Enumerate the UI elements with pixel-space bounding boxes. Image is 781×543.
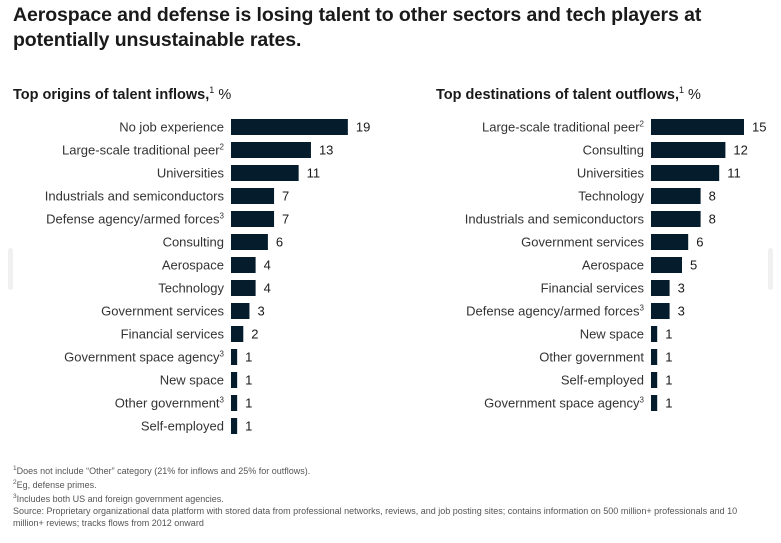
- value-label: 3: [678, 304, 685, 319]
- bar: [651, 257, 682, 273]
- footnote-3: 3Includes both US and foreign government…: [13, 493, 224, 504]
- bar: [651, 372, 658, 388]
- bar: [231, 211, 275, 227]
- category-label: New space: [580, 327, 644, 342]
- scroll-edge-right: [768, 248, 773, 290]
- category-label: Financial services: [541, 281, 645, 296]
- category-label: Government space agency3: [484, 396, 644, 411]
- bar: [231, 234, 268, 250]
- bar: [651, 303, 670, 319]
- value-label: 8: [709, 212, 716, 227]
- category-label: Technology: [578, 189, 644, 204]
- inflows-bar-chart: No job experience 19 Large-scale tradition…: [45, 119, 370, 434]
- category-label: Aerospace: [582, 258, 644, 273]
- category-label: Government space agency3: [64, 350, 224, 365]
- value-label: 4: [264, 258, 271, 273]
- bar: [231, 142, 311, 158]
- outflows-title-footnote: 1: [679, 85, 685, 95]
- value-label: 1: [665, 373, 672, 388]
- value-label: 1: [245, 419, 252, 434]
- category-label: Defense agency/armed forces3: [46, 212, 224, 227]
- bar: [651, 395, 658, 411]
- value-label: 12: [733, 143, 747, 158]
- value-label: 7: [282, 212, 289, 227]
- value-label: 3: [678, 281, 685, 296]
- bar: [231, 395, 238, 411]
- value-label: 1: [665, 350, 672, 365]
- source-note: Source: Proprietary organizational data …: [13, 506, 738, 528]
- chart-title: Aerospace and defense is losing talent t…: [13, 4, 702, 51]
- bar: [651, 326, 658, 342]
- value-label: 1: [665, 396, 672, 411]
- bar: [231, 372, 238, 388]
- value-label: 7: [282, 189, 289, 204]
- inflows-title-footnote: 1: [209, 85, 215, 95]
- category-label: No job experience: [119, 120, 224, 135]
- bar: [231, 165, 299, 181]
- outflows-title-text: Top destinations of talent outflows,: [436, 86, 679, 103]
- value-label: 15: [752, 120, 766, 135]
- inflows-title-text: Top origins of talent inflows,: [13, 86, 210, 103]
- bar: [651, 349, 658, 365]
- inflows-panel-title: Top origins of talent inflows,1 %: [13, 85, 231, 103]
- scroll-edge-left: [8, 248, 13, 290]
- bar: [231, 326, 244, 342]
- bar: [651, 119, 744, 135]
- outflows-panel-title: Top destinations of talent outflows,1 %: [436, 85, 701, 103]
- category-label: Consulting: [583, 143, 644, 158]
- value-label: 6: [696, 235, 703, 250]
- category-label: Other government: [539, 350, 644, 365]
- bar: [651, 234, 689, 250]
- category-label: Universities: [577, 166, 645, 181]
- bar: [651, 142, 726, 158]
- value-label: 11: [307, 166, 321, 181]
- category-label: Universities: [157, 166, 225, 181]
- footnote-2: 2Eg, defense primes.: [13, 479, 97, 490]
- category-label: Large-scale traditional peer2: [62, 143, 225, 158]
- value-label: 4: [264, 281, 271, 296]
- category-label: Self-employed: [141, 419, 224, 434]
- bar: [651, 188, 701, 204]
- outflows-unit: %: [688, 86, 701, 103]
- value-label: 1: [245, 373, 252, 388]
- category-label: Government services: [521, 235, 644, 250]
- bar: [651, 280, 670, 296]
- footnote-1: 1Does not include “Other” category (21% …: [13, 465, 311, 476]
- bar: [231, 418, 238, 434]
- outflows-bar-chart: Large-scale traditional peer2 15Consultin…: [465, 119, 766, 411]
- value-label: 1: [665, 327, 672, 342]
- inflows-unit: %: [218, 86, 232, 103]
- bar: [231, 303, 250, 319]
- category-label: Aerospace: [162, 258, 224, 273]
- value-label: 11: [727, 166, 741, 181]
- category-label: Other government3: [115, 396, 225, 411]
- bar: [231, 349, 238, 365]
- value-label: 1: [245, 350, 252, 365]
- category-label: Industrials and semiconductors: [465, 212, 645, 227]
- value-label: 6: [276, 235, 283, 250]
- value-label: 3: [257, 304, 264, 319]
- value-label: 19: [356, 120, 370, 135]
- category-label: Defense agency/armed forces3: [466, 304, 644, 319]
- value-label: 13: [319, 143, 333, 158]
- category-label: Technology: [158, 281, 224, 296]
- value-label: 5: [690, 258, 697, 273]
- category-label: Self-employed: [561, 373, 644, 388]
- bar: [231, 257, 256, 273]
- category-label: New space: [160, 373, 224, 388]
- category-label: Industrials and semiconductors: [45, 189, 225, 204]
- bar: [651, 211, 701, 227]
- category-label: Large-scale traditional peer2: [482, 120, 645, 135]
- category-label: Financial services: [121, 327, 225, 342]
- bar: [651, 165, 720, 181]
- bar: [231, 280, 256, 296]
- value-label: 8: [709, 189, 716, 204]
- category-label: Consulting: [163, 235, 224, 250]
- footnotes: 1Does not include “Other” category (21% …: [13, 463, 753, 529]
- bar: [231, 188, 275, 204]
- value-label: 2: [251, 327, 258, 342]
- bar: [231, 119, 348, 135]
- category-label: Government services: [101, 304, 224, 319]
- value-label: 1: [245, 396, 252, 411]
